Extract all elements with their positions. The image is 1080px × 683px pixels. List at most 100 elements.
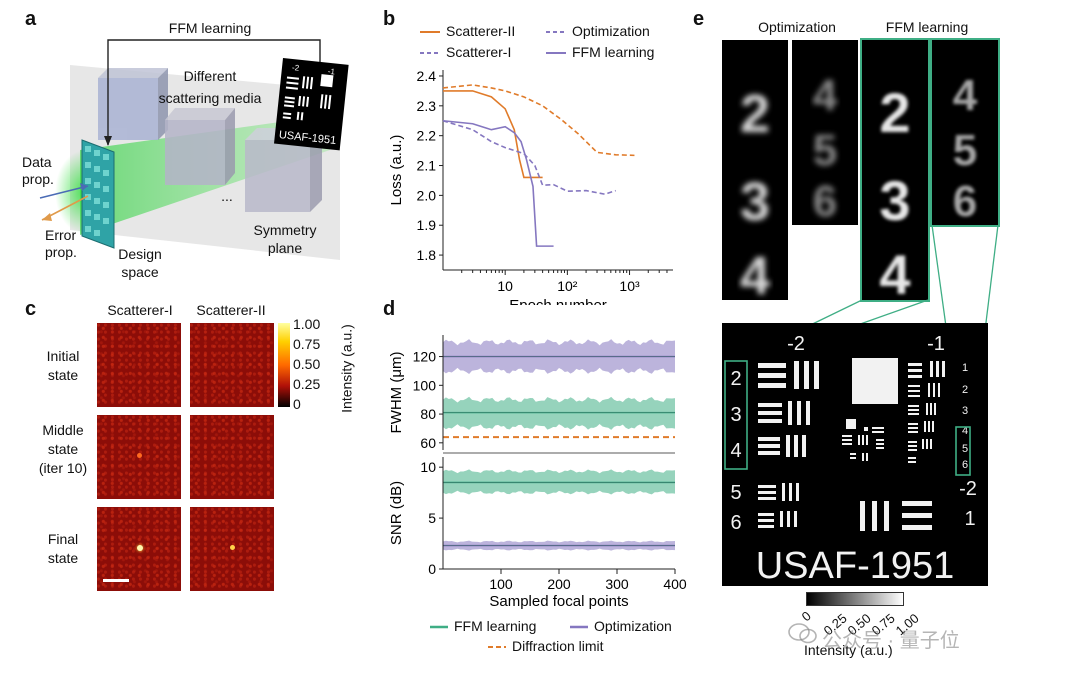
- ffm-learning-label: FFM learning: [168, 20, 252, 36]
- row-final-2: state: [47, 550, 79, 566]
- legend-ffm-learning: FFM learning: [572, 44, 655, 60]
- panel-b-label: b: [383, 8, 396, 30]
- colorbar-label: Intensity (a.u.): [338, 324, 355, 413]
- fwhm-axis-label: FWHM (μm): [388, 352, 405, 434]
- ffm-loop-arrowhead: [104, 136, 112, 146]
- loss-series-line: [442, 84, 635, 157]
- loss-legend: Scatterer-II Scatterer-I Optimization FF…: [420, 22, 690, 64]
- opt-digit-6: 6: [813, 177, 837, 225]
- row-middle-3: (iter 10): [38, 460, 88, 476]
- cbar-tick-0: 0: [293, 396, 301, 412]
- row-final-1: Final: [47, 531, 79, 547]
- e-colorbar: [806, 592, 904, 606]
- legend-scatterer-i: Scatterer-I: [446, 44, 512, 60]
- target-label-tl: -2: [787, 333, 805, 355]
- right-digit-4: 4: [962, 425, 968, 437]
- fwhm-tick-label: 80: [420, 406, 436, 422]
- left-digit-2: 2: [730, 368, 741, 390]
- x-tick-label: 200: [547, 576, 571, 592]
- y-axis-label: Loss (a.u.): [388, 135, 405, 206]
- panel-c-label: c: [25, 298, 37, 320]
- watermark-text: 公众号 · 量子位: [822, 630, 960, 652]
- intensity-colorbar: [278, 323, 290, 407]
- panel-a-illustration: -2 -1 USAF-1951: [30, 20, 380, 290]
- x-tick-label: 10: [497, 278, 513, 294]
- speckle-middle-scatterer-i: [97, 415, 181, 499]
- y-tick-label: 2.2: [417, 128, 437, 144]
- snr-tick-label: 0: [428, 561, 436, 577]
- fwhm-tick-label: 100: [413, 377, 437, 393]
- x-tick-label: 400: [663, 576, 687, 592]
- thumb-top-label: -2: [292, 63, 301, 73]
- opt-digit-4: 4: [740, 246, 770, 300]
- usaf-big-label: USAF-1951: [756, 545, 955, 586]
- wechat-icon-shape: [788, 623, 817, 644]
- x-tick-label: 100: [489, 576, 513, 592]
- target-label-br: -2: [959, 478, 977, 500]
- speckle-middle-scatterer-ii: [190, 415, 274, 499]
- zoom-box-right: [955, 426, 971, 476]
- y-tick-label: 2.4: [417, 68, 437, 84]
- data-prop-label-1: Data: [22, 154, 52, 170]
- y-tick-label: 2.3: [417, 98, 437, 114]
- loss-series-line: [442, 119, 554, 247]
- data-prop-arrow: [39, 185, 89, 199]
- opt-strip-2: 4 5 6: [792, 40, 858, 226]
- ffm-strip-2: 4 5 6: [930, 38, 1000, 227]
- e-opt-label: Optimization: [758, 19, 836, 35]
- opt-digit-4b: 4: [813, 71, 838, 120]
- panel-a-label: a: [25, 8, 37, 30]
- error-prop-label-1: Error: [45, 227, 77, 243]
- speckle-final-scatterer-ii: [190, 507, 274, 591]
- snr-tick-label: 10: [420, 459, 436, 475]
- opt-strip-1-digits: 2 3 4: [740, 84, 770, 306]
- ffm-digit-2: 2: [879, 81, 910, 144]
- design-label-2: space: [121, 264, 159, 280]
- focus-spot: [137, 453, 142, 458]
- usaf-target-pattern: -2 -1 -2 1 2 3 4 5 6 1 2 3 4 5 6 USAF-19…: [724, 333, 977, 587]
- ffm-strip-2-digits: 4 5 6: [953, 71, 978, 226]
- thumb-usaf-label: USAF-1951: [278, 129, 336, 147]
- speckle-final-scatterer-i: [97, 507, 181, 591]
- ellipsis: ...: [221, 188, 233, 204]
- x-tick-label: 300: [605, 576, 629, 592]
- media-label-2: scattering media: [158, 90, 262, 106]
- panel-d-label: d: [383, 298, 396, 320]
- row-initial-1: Initial: [46, 348, 80, 364]
- d-legend: FFM learning Optimization Diffraction li…: [430, 618, 700, 660]
- legend-optimization: Optimization: [572, 23, 650, 39]
- focus-spot: [230, 545, 235, 550]
- opt-digit-2: 2: [740, 84, 770, 144]
- design-space: [81, 139, 115, 249]
- right-digit-5: 5: [962, 443, 968, 455]
- design-label-1: Design: [118, 246, 162, 262]
- ffm-loop-line: [107, 39, 321, 145]
- zoom-box-left: [724, 360, 748, 470]
- snr-axis-label: SNR (dB): [388, 481, 405, 545]
- error-prop-label-2: prop.: [45, 244, 77, 260]
- left-digit-5: 5: [730, 482, 741, 504]
- ffm-digit-4: 4: [879, 243, 910, 300]
- scattering-cube-2: [165, 108, 235, 185]
- ffm-strip-1: 2 3 4: [860, 38, 930, 306]
- row-middle-1: Middle: [42, 422, 84, 438]
- right-digit-1: 1: [962, 362, 968, 374]
- data-prop-label-2: prop.: [22, 171, 54, 187]
- row-middle-2: state: [47, 441, 79, 457]
- scale-bar: [103, 579, 129, 582]
- left-digit-4: 4: [730, 440, 741, 462]
- opt-strip-1: 2 3 4: [722, 40, 788, 306]
- right-digit-6: 6: [962, 459, 968, 471]
- col-scatterer-ii: Scatterer-II: [196, 302, 266, 318]
- panel-d-chart: 60 80 100 120 0 5 10 100 200 300 400 Sampled focal …: [383, 305, 693, 625]
- symmetry-label-1: Symmetry: [253, 222, 317, 238]
- opt-strip-2-digits: 4 5 6: [813, 71, 838, 226]
- d-legend-swatches: [430, 625, 588, 648]
- row-initial-2: state: [47, 367, 79, 383]
- ffm-digit-3: 3: [879, 169, 910, 232]
- ffm-digit-6: 6: [953, 177, 977, 225]
- speckle-initial-scatterer-ii: [190, 323, 274, 407]
- col-scatterer-i: Scatterer-I: [107, 302, 173, 318]
- d-legend-ffm: FFM learning: [454, 618, 537, 634]
- x-tick-label: 10²: [557, 278, 578, 294]
